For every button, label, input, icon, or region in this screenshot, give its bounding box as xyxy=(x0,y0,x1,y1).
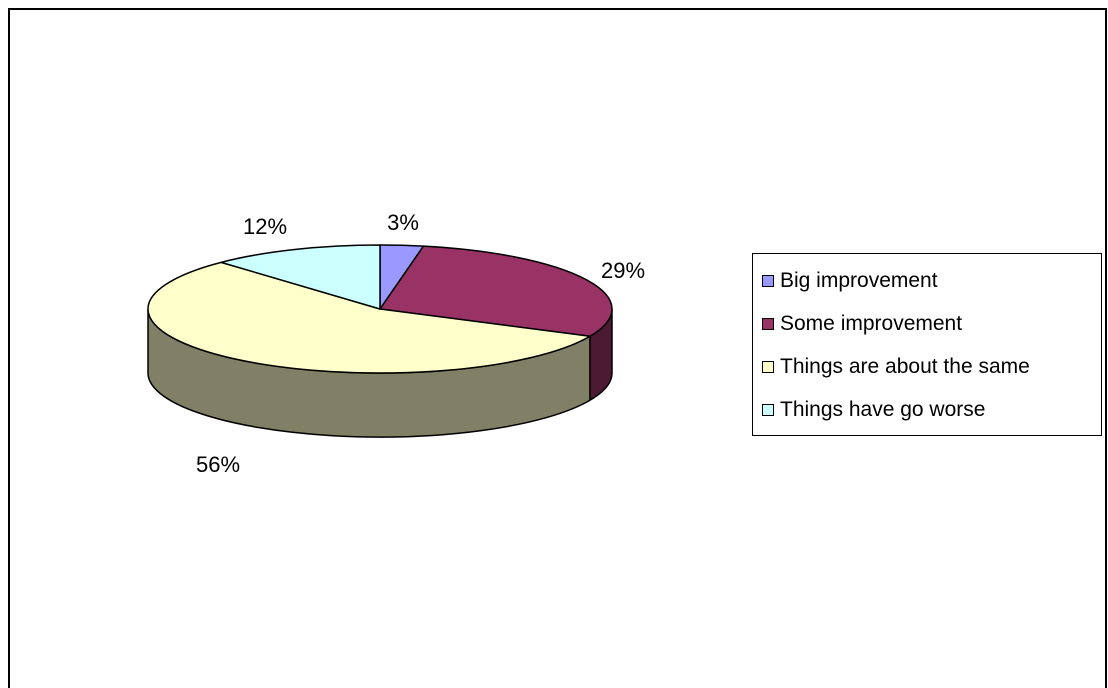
data-label: 29% xyxy=(601,258,645,283)
legend-label: Things have go worse xyxy=(780,398,986,421)
legend-item-about-the-same: Things are about the same xyxy=(762,354,1030,380)
legend-label: Big improvement xyxy=(780,269,938,292)
legend-item-some-improvement: Some improvement xyxy=(762,311,962,337)
pie-slice-some-improvement xyxy=(379,245,613,337)
legend-swatch xyxy=(762,361,774,373)
legend-swatch xyxy=(762,404,774,416)
legend-swatch xyxy=(762,318,774,330)
legend-label: Some improvement xyxy=(780,312,963,335)
pie-slice-things-have-go-worse xyxy=(220,244,381,310)
pie-tops xyxy=(147,244,613,374)
data-label: 12% xyxy=(243,214,287,239)
data-label: 56% xyxy=(196,452,240,477)
legend-swatch xyxy=(762,275,774,287)
legend: Big improvement Some improvement Things … xyxy=(752,253,1102,436)
data-label: 3% xyxy=(387,210,419,235)
legend-item-got-worse: Things have go worse xyxy=(762,397,985,423)
pie-labels: 3% 29% 56% 12% xyxy=(196,210,645,477)
pie-slice-things-are-about-the-same xyxy=(147,261,591,374)
legend-label: Things are about the same xyxy=(780,355,1030,378)
chart-frame xyxy=(8,8,1107,688)
legend-item-big-improvement: Big improvement xyxy=(762,268,938,294)
